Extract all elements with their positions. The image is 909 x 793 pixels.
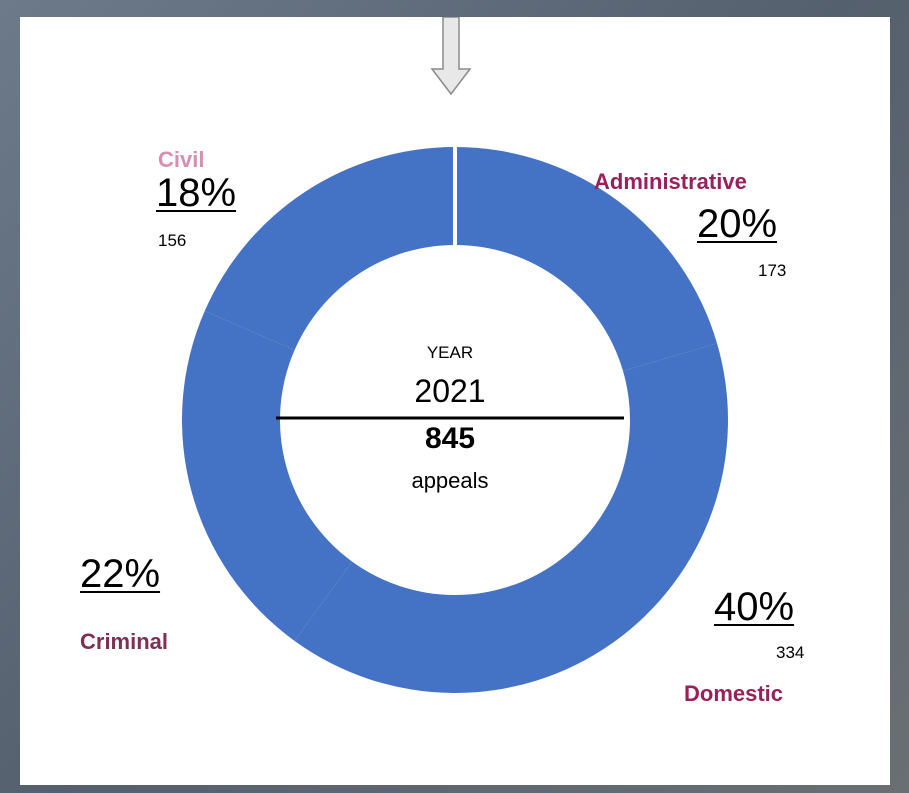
civil-label: Civil — [158, 147, 205, 172]
domestic-count: 334 — [776, 643, 805, 662]
chart-panel: YEAR 2021 845 appeals Civil 18% 156 Admi… — [20, 17, 890, 785]
civil-percent: 18% — [156, 171, 237, 215]
center-total: 845 — [424, 422, 476, 455]
administrative-percent: 20% — [697, 202, 778, 246]
criminal-label: Criminal — [80, 629, 169, 654]
donut-segment-domestic — [294, 343, 728, 693]
donut-segment-criminal — [182, 310, 353, 641]
administrative-count: 173 — [758, 261, 787, 280]
donut-chart — [182, 17, 728, 693]
center-year: 2021 — [414, 373, 486, 409]
administrative-label: Administrative — [594, 169, 747, 194]
criminal-percent: 22% — [80, 552, 161, 596]
domestic-label: Domestic — [684, 681, 784, 706]
civil-count: 156 — [158, 231, 187, 250]
down-arrow-icon — [430, 17, 472, 96]
donut-segment-administrative — [455, 147, 718, 371]
center-year-label: YEAR — [426, 343, 474, 362]
domestic-percent: 40% — [714, 585, 795, 629]
center-total-unit: appeals — [411, 468, 489, 493]
donut-segment-civil — [204, 146, 455, 351]
